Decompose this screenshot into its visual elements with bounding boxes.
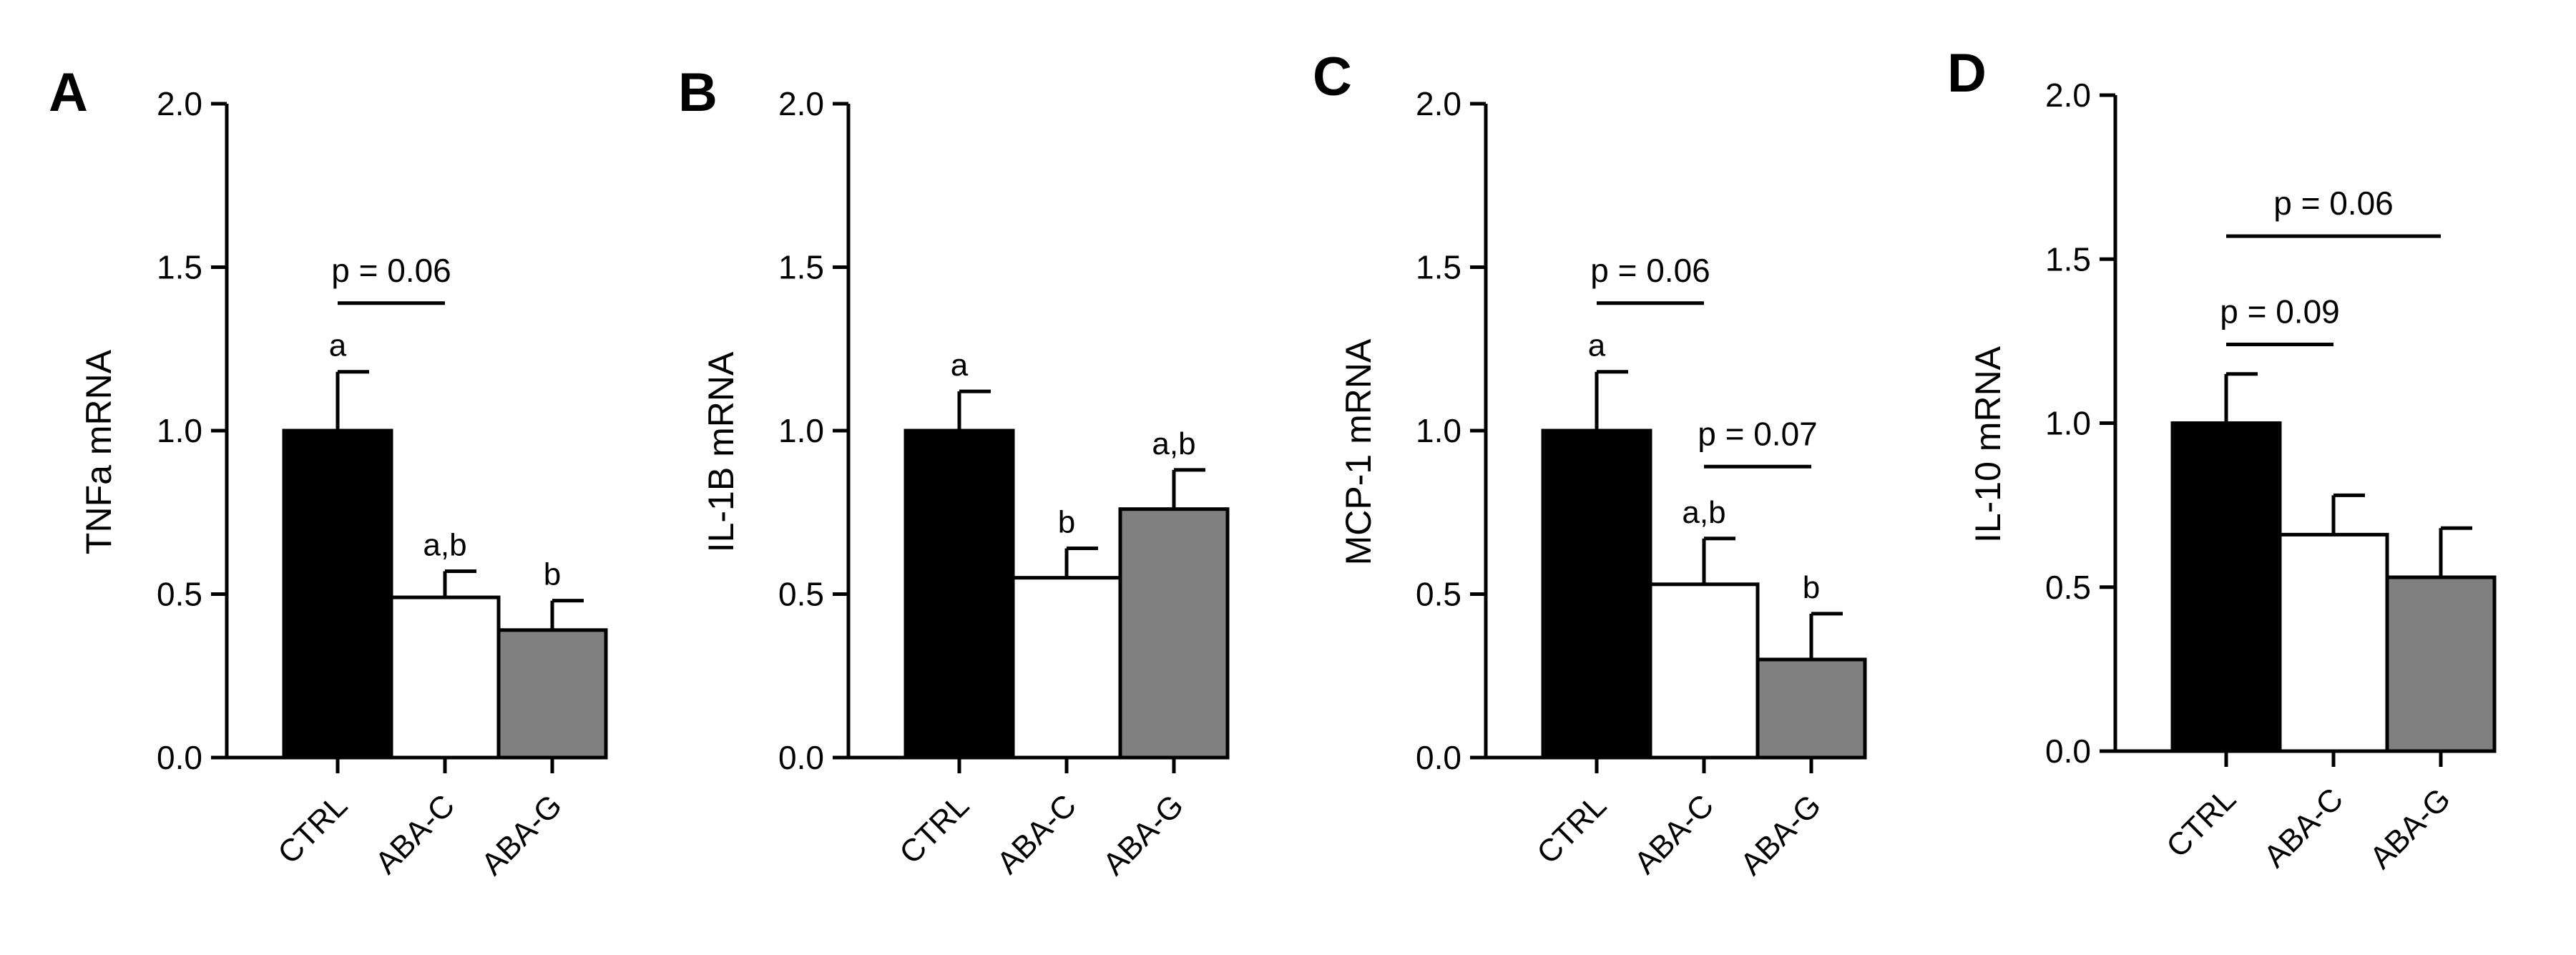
bar-ctrl bbox=[1541, 428, 1652, 760]
x-tick-label: ABA-C bbox=[1627, 788, 1720, 881]
significance-letter: b bbox=[1803, 570, 1820, 605]
significance-letter: b bbox=[544, 557, 561, 592]
y-axis-label: IL-10 mRNA bbox=[1968, 346, 2008, 543]
y-tick-label: 1.0 bbox=[778, 412, 824, 449]
y-tick-label: 0.0 bbox=[2045, 733, 2091, 770]
y-tick-label: 1.5 bbox=[2045, 240, 2091, 278]
bar-aba-g bbox=[496, 628, 608, 760]
p-value-label: p = 0.06 bbox=[1590, 252, 1710, 289]
bar-aba-c bbox=[1011, 576, 1122, 760]
panel-b: B 0.0 0.5 1.0 1.5 2.0 IL-1B mRNA CTRL a ABA-C b AB… bbox=[678, 62, 1230, 882]
bar-ctrl bbox=[282, 428, 393, 760]
panel-letter-b: B bbox=[678, 62, 718, 123]
y-axis-label: TNFa mRNA bbox=[79, 349, 119, 554]
panel-letter-c: C bbox=[1313, 46, 1352, 107]
bar-ctrl bbox=[2170, 421, 2282, 753]
x-tick-label: CTRL bbox=[1530, 788, 1613, 871]
p-value-label: p = 0.07 bbox=[1698, 415, 1818, 452]
x-tick-label: ABA-G bbox=[1734, 788, 1828, 881]
bar-aba-c bbox=[1648, 582, 1760, 760]
y-tick-label: 2.0 bbox=[778, 85, 824, 122]
y-tick-label: 0.5 bbox=[1416, 576, 1461, 613]
panel-d: D 0.0 0.5 1.0 1.5 2.0 IL-10 mRNA CTRL ABA-C ABA-… bbox=[1947, 43, 2497, 876]
bar-aba-c bbox=[389, 595, 501, 760]
panel-c: C 0.0 0.5 1.0 1.5 2.0 MCP-1 mRNA CTRL a ABA-C a,b… bbox=[1313, 46, 1867, 882]
y-tick-label: 0.5 bbox=[157, 576, 202, 613]
y-tick-label: 0.5 bbox=[2045, 569, 2091, 606]
y-tick-label: 0.5 bbox=[778, 576, 824, 613]
y-tick-label: 1.0 bbox=[2045, 405, 2091, 442]
x-tick-label: ABA-G bbox=[475, 788, 569, 881]
panel-letter-a: A bbox=[49, 62, 88, 123]
x-tick-label: ABA-G bbox=[1097, 788, 1190, 881]
y-tick-label: 2.0 bbox=[1416, 85, 1461, 122]
y-tick-label: 0.0 bbox=[157, 739, 202, 776]
significance-letter: a,b bbox=[1152, 426, 1195, 461]
p-value-label: p = 0.06 bbox=[2273, 185, 2394, 222]
x-tick-label: ABA-C bbox=[368, 788, 461, 881]
bar-ctrl bbox=[903, 428, 1015, 760]
y-tick-label: 2.0 bbox=[157, 85, 202, 122]
p-value-label: p = 0.06 bbox=[331, 252, 451, 289]
significance-letter: a bbox=[329, 328, 347, 363]
x-tick-label: ABA-C bbox=[990, 788, 1083, 881]
significance-letter: a bbox=[951, 348, 969, 383]
y-tick-label: 0.0 bbox=[778, 739, 824, 776]
y-axis-label: MCP-1 mRNA bbox=[1338, 338, 1378, 565]
y-axis-label: IL-1B mRNA bbox=[701, 351, 741, 552]
x-tick-label: ABA-G bbox=[2364, 781, 2457, 875]
x-tick-label: CTRL bbox=[893, 788, 976, 871]
p-value-label: p = 0.09 bbox=[2220, 293, 2340, 330]
y-tick-label: 1.0 bbox=[157, 412, 202, 449]
y-tick-label: 2.0 bbox=[2045, 77, 2091, 114]
bar-aba-g bbox=[1118, 507, 1230, 760]
panel-a: A 0.0 0.5 1.0 1.5 2.0 TNFa mRNA CTRL a ABA-C a,b A… bbox=[49, 62, 608, 882]
y-tick-label: 1.0 bbox=[1416, 412, 1461, 449]
y-tick-label: 1.5 bbox=[157, 249, 202, 286]
significance-letter: b bbox=[1058, 505, 1075, 540]
bar-aba-g bbox=[2385, 575, 2497, 753]
x-tick-label: CTRL bbox=[271, 788, 354, 871]
bar-aba-c bbox=[2278, 532, 2389, 753]
y-tick-label: 1.5 bbox=[778, 249, 824, 286]
significance-letter: a bbox=[1588, 328, 1606, 363]
significance-letter: a,b bbox=[1682, 495, 1725, 530]
significance-letter: a,b bbox=[423, 528, 466, 563]
panel-letter-d: D bbox=[1947, 43, 1987, 104]
y-tick-label: 1.5 bbox=[1416, 249, 1461, 286]
y-tick-label: 0.0 bbox=[1416, 739, 1461, 776]
x-tick-label: CTRL bbox=[2160, 781, 2243, 864]
bar-aba-g bbox=[1755, 657, 1867, 760]
x-tick-label: ABA-C bbox=[2257, 781, 2350, 874]
